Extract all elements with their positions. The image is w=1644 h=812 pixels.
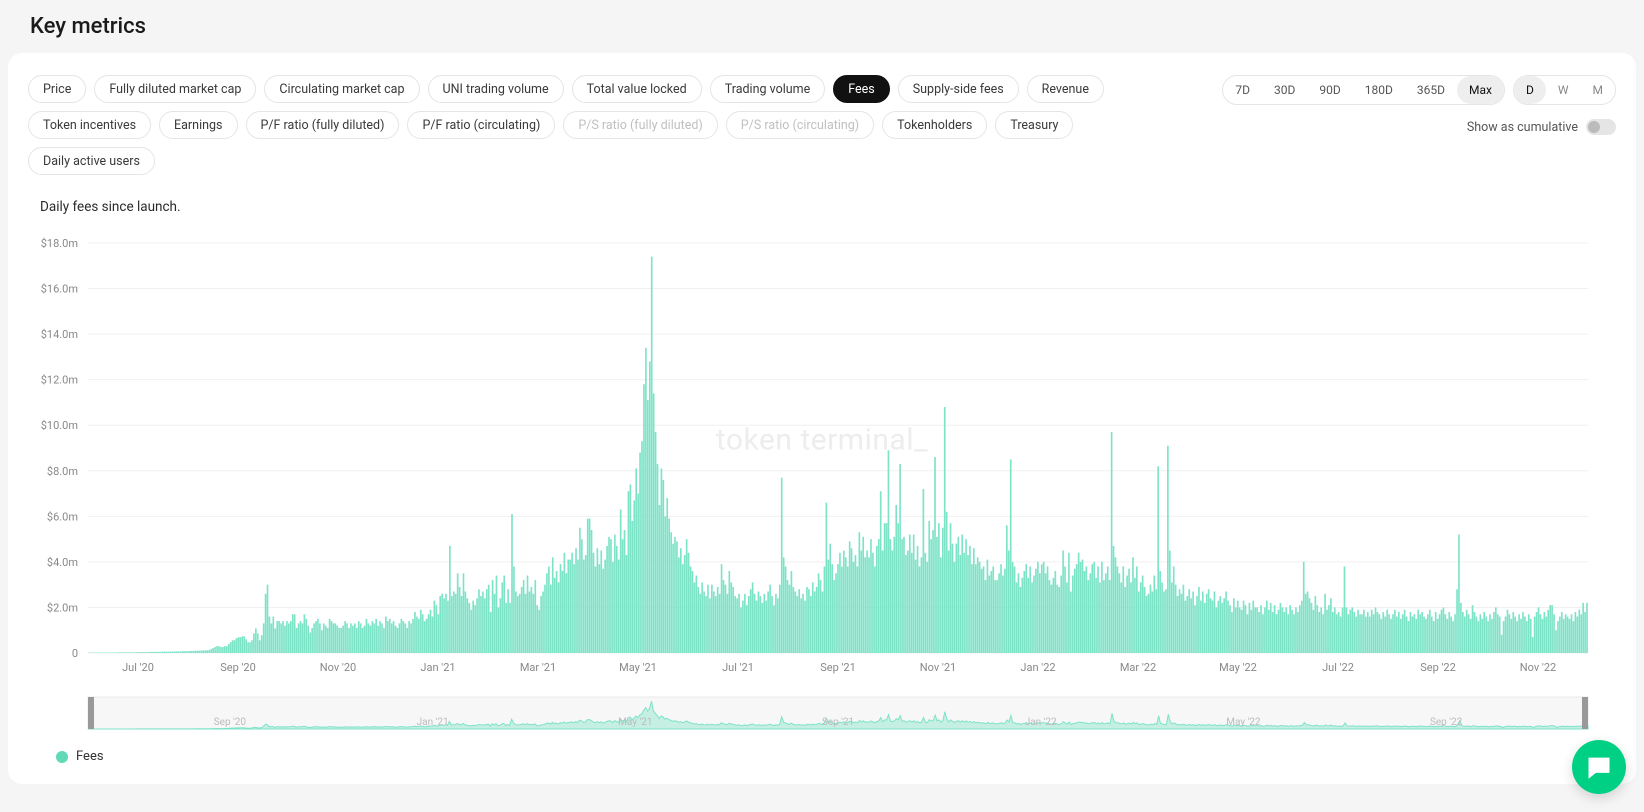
svg-text:Jan '22: Jan '22 (1025, 717, 1057, 728)
metric-pill-token-incentives[interactable]: Token incentives (28, 111, 151, 139)
chart-subtitle: Daily fees since launch. (40, 199, 1616, 215)
main-panel: Price Fully diluted market cap Circulating… (8, 53, 1636, 784)
legend-swatch (56, 751, 68, 763)
page-title: Key metrics (0, 0, 1644, 53)
svg-text:$10.0m: $10.0m (41, 419, 78, 432)
svg-text:$18.0m: $18.0m (41, 237, 78, 250)
metric-pill-p-s-ratio-fully-diluted-: P/S ratio (fully diluted) (563, 111, 717, 139)
svg-text:Sep '20: Sep '20 (220, 661, 256, 674)
svg-text:Jan '22: Jan '22 (1020, 661, 1055, 674)
metric-pill-treasury[interactable]: Treasury (995, 111, 1073, 139)
range-90d[interactable]: 90D (1307, 76, 1352, 104)
interval-group: DWM (1513, 75, 1616, 105)
cumulative-toggle-row: Show as cumulative (1467, 119, 1616, 135)
metric-pill-earnings[interactable]: Earnings (159, 111, 237, 139)
chart-wrap: token terminal_ 0$2.0m$4.0m$6.0m$8.0m$10… (28, 223, 1616, 739)
svg-text:$14.0m: $14.0m (41, 328, 78, 341)
metric-pill-revenue[interactable]: Revenue (1027, 75, 1104, 103)
range-7d[interactable]: 7D (1223, 76, 1262, 104)
metric-pill-circulating-market-cap[interactable]: Circulating market cap (264, 75, 419, 103)
svg-text:May '22: May '22 (1219, 661, 1257, 674)
svg-text:May '21: May '21 (618, 717, 652, 728)
fees-chart[interactable]: 0 $2.0m $4.0m $6.0m $8.0m $10.0m $12.0m $14.0m $… (28, 223, 1608, 693)
svg-text:Mar '21: Mar '21 (520, 661, 556, 674)
svg-text:$12.0m: $12.0m (41, 374, 78, 387)
range-180d[interactable]: 180D (1353, 76, 1405, 104)
svg-text:Jan '21: Jan '21 (417, 717, 449, 728)
range-30d[interactable]: 30D (1262, 76, 1307, 104)
svg-text:May '21: May '21 (619, 661, 657, 674)
svg-text:$16.0m: $16.0m (41, 283, 78, 296)
svg-text:Nov '22: Nov '22 (1520, 661, 1556, 674)
metric-pills: Price Fully diluted market cap Circulating… (28, 75, 1128, 175)
svg-text:0: 0 (72, 647, 78, 660)
svg-text:$2.0m: $2.0m (47, 601, 78, 614)
metric-pill-fully-diluted-market-cap[interactable]: Fully diluted market cap (94, 75, 256, 103)
metric-pill-p-f-ratio-circulating-[interactable]: P/F ratio (circulating) (407, 111, 555, 139)
legend-label: Fees (76, 749, 104, 764)
chat-icon (1585, 753, 1613, 781)
svg-text:Nov '20: Nov '20 (320, 661, 356, 674)
svg-text:Sep '21: Sep '21 (820, 661, 856, 674)
svg-text:Jul '21: Jul '21 (722, 661, 754, 674)
metric-pill-tokenholders[interactable]: Tokenholders (882, 111, 987, 139)
svg-text:Sep '22: Sep '22 (1430, 717, 1463, 728)
cumulative-toggle[interactable] (1586, 119, 1616, 135)
svg-text:Sep '20: Sep '20 (214, 717, 247, 728)
range-max[interactable]: Max (1457, 76, 1504, 104)
interval-w[interactable]: W (1546, 76, 1581, 104)
metric-pill-uni-trading-volume[interactable]: UNI trading volume (428, 75, 564, 103)
range-group: 7D30D90D180D365DMax (1222, 75, 1505, 105)
svg-text:Nov '21: Nov '21 (920, 661, 956, 674)
svg-text:May '22: May '22 (1226, 717, 1261, 728)
range-365d[interactable]: 365D (1405, 76, 1457, 104)
interval-m[interactable]: M (1581, 76, 1615, 104)
svg-text:Jul '20: Jul '20 (122, 661, 154, 674)
svg-text:Jan '21: Jan '21 (420, 661, 455, 674)
svg-text:$4.0m: $4.0m (47, 556, 78, 569)
metric-pill-daily-active-users[interactable]: Daily active users (28, 147, 155, 175)
metric-pill-trading-volume[interactable]: Trading volume (710, 75, 826, 103)
svg-text:Jul '22: Jul '22 (1322, 661, 1354, 674)
brush-chart[interactable]: Sep '20 Jan '21 May '21 Sep '21 Jan '22 May '… (28, 693, 1608, 739)
interval-d[interactable]: D (1514, 76, 1546, 104)
metric-pill-supply-side-fees[interactable]: Supply-side fees (898, 75, 1019, 103)
chat-button[interactable] (1572, 740, 1626, 794)
svg-text:Mar '22: Mar '22 (1120, 661, 1156, 674)
cumulative-label: Show as cumulative (1467, 120, 1578, 135)
svg-text:Sep '21: Sep '21 (822, 717, 854, 728)
metric-pill-fees[interactable]: Fees (833, 75, 890, 103)
svg-text:Sep '22: Sep '22 (1420, 661, 1456, 674)
brush-handle[interactable] (88, 697, 94, 729)
svg-text:$8.0m: $8.0m (47, 465, 78, 478)
svg-text:$6.0m: $6.0m (47, 510, 78, 523)
metric-pill-p-f-ratio-fully-diluted-[interactable]: P/F ratio (fully diluted) (246, 111, 400, 139)
metric-pill-total-value-locked[interactable]: Total value locked (572, 75, 702, 103)
metric-pill-p-s-ratio-circulating-: P/S ratio (circulating) (726, 111, 874, 139)
metric-pill-price[interactable]: Price (28, 75, 86, 103)
brush-handle[interactable] (1582, 697, 1588, 729)
